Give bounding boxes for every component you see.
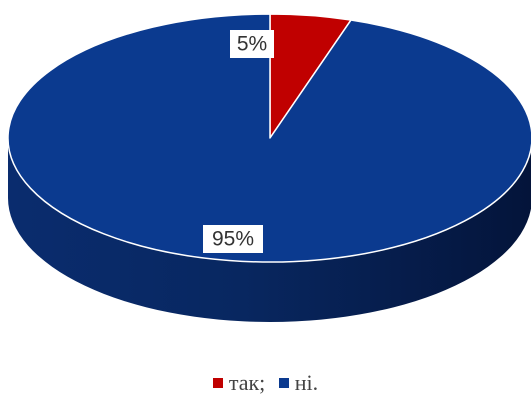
pie-side-1	[8, 138, 531, 322]
data-label-text-1: 95%	[212, 228, 254, 251]
legend: так; ні.	[0, 368, 531, 396]
data-label-box-1	[203, 225, 263, 253]
data-label-1: 95%	[203, 225, 263, 253]
legend-item-ni: ні.	[278, 370, 319, 396]
pie-top-faces	[7, 13, 531, 263]
data-label-0: 5%	[230, 30, 274, 58]
legend-label-tak: так;	[228, 370, 266, 395]
pie-slice-1	[7, 13, 531, 263]
data-labels: 5% 95%	[203, 30, 274, 253]
legend-label-ni: ні.	[294, 370, 319, 395]
legend-item-tak: так;	[212, 370, 266, 396]
legend-swatch-tak	[212, 378, 223, 388]
pie-side-walls	[8, 138, 531, 322]
legend-swatch-ni	[278, 378, 289, 388]
data-label-box-0	[230, 30, 274, 58]
data-label-text-0: 5%	[237, 33, 267, 56]
